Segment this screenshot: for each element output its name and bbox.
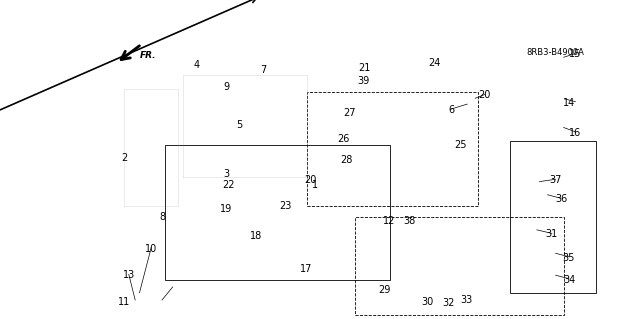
Text: 33: 33 <box>460 295 472 305</box>
Text: 37: 37 <box>549 175 562 185</box>
Text: 39: 39 <box>358 76 370 86</box>
Text: 27: 27 <box>343 108 356 118</box>
Text: 34: 34 <box>563 275 575 285</box>
Text: 7: 7 <box>260 65 267 76</box>
Text: 25: 25 <box>454 140 467 150</box>
Text: 10: 10 <box>145 244 157 254</box>
Text: 30: 30 <box>421 297 433 307</box>
Text: 36: 36 <box>555 194 567 204</box>
Text: 16: 16 <box>570 128 582 138</box>
Text: 31: 31 <box>546 229 558 239</box>
Text: 8: 8 <box>159 212 165 222</box>
Text: 17: 17 <box>300 264 313 274</box>
Text: 1: 1 <box>312 180 317 189</box>
Text: 23: 23 <box>279 202 291 211</box>
Bar <box>307 93 478 206</box>
Text: 12: 12 <box>383 216 396 226</box>
Text: 8RB3-B4900A: 8RB3-B4900A <box>527 48 584 57</box>
Text: 29: 29 <box>378 285 390 295</box>
Text: 13: 13 <box>123 270 135 280</box>
Text: 24: 24 <box>428 58 440 68</box>
Text: 14: 14 <box>563 98 575 108</box>
Text: 4: 4 <box>194 60 200 70</box>
Text: 6: 6 <box>448 105 454 115</box>
Text: 22: 22 <box>223 180 235 189</box>
Text: 20: 20 <box>479 90 491 100</box>
Bar <box>355 217 564 315</box>
Text: 21: 21 <box>358 63 371 72</box>
Text: 3: 3 <box>223 169 229 179</box>
Text: 18: 18 <box>250 231 262 241</box>
Bar <box>164 145 390 279</box>
Text: 20: 20 <box>305 175 317 185</box>
Text: 15: 15 <box>569 49 582 59</box>
Text: 19: 19 <box>220 204 232 214</box>
Text: 35: 35 <box>563 253 575 263</box>
Text: 28: 28 <box>340 155 353 165</box>
Text: 2: 2 <box>122 153 127 163</box>
Text: 26: 26 <box>337 134 349 144</box>
Text: 9: 9 <box>223 82 229 92</box>
Text: FR.: FR. <box>140 51 156 60</box>
Text: 11: 11 <box>118 297 131 307</box>
Text: 38: 38 <box>403 216 415 226</box>
Text: 5: 5 <box>237 120 243 130</box>
Text: 32: 32 <box>442 298 454 308</box>
Bar <box>510 141 596 293</box>
